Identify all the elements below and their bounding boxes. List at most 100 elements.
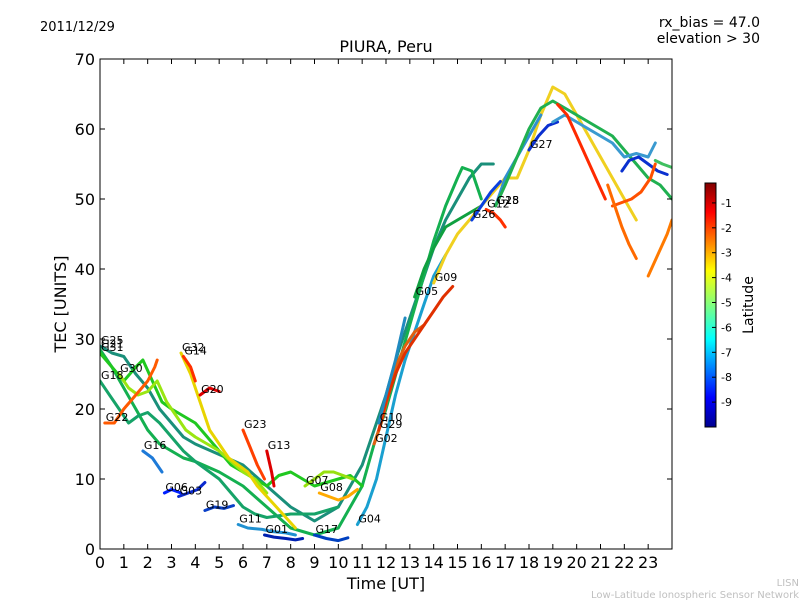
series-label-g06: G06: [165, 481, 188, 494]
series-line-unlabeled-36: [646, 218, 672, 278]
colorbar-tick-label: -1: [721, 197, 732, 210]
series-label-g19: G19: [206, 499, 229, 512]
x-tick-label: 21: [590, 553, 610, 572]
footer-network: Low-Latitude Ionospheric Sensor Network: [591, 590, 799, 600]
x-tick-label: 5: [214, 553, 224, 572]
colorbar-tick-label: -4: [721, 272, 732, 285]
colorbar: [704, 182, 717, 428]
series-line-g23: [241, 428, 266, 481]
x-tick-label: 16: [471, 553, 491, 572]
series-line-g19: [203, 504, 235, 512]
series-layer: [100, 85, 672, 543]
x-tick-label: 14: [423, 553, 443, 572]
rx-bias-label: rx_bias = 47.0: [659, 15, 760, 31]
y-tick-label: 20: [75, 400, 95, 419]
series-label-g27: G27: [530, 138, 553, 151]
x-tick-label: 19: [543, 553, 563, 572]
series-label-layer: G25G21G31G18G30G22G32G14G20G23G13G16G06G…: [101, 138, 553, 536]
series-line-g03: [177, 481, 207, 498]
colorbar-tick-label: -9: [721, 396, 732, 409]
y-tick-label: 0: [85, 540, 95, 559]
series-line-g18: [100, 379, 340, 519]
series-line-g30: [117, 372, 269, 495]
series-label-g23: G23: [244, 418, 267, 431]
series-label-g02: G02: [375, 432, 398, 445]
series-line-unlabeled-37: [653, 159, 672, 169]
series-line-g06: [162, 488, 183, 495]
series-label-g13: G13: [268, 439, 291, 452]
series-line-g04: [355, 253, 448, 526]
series-line-g11: [236, 523, 297, 537]
series-line-g09: [432, 85, 638, 285]
series-line-g20: [198, 386, 221, 397]
series-line-g25: [100, 162, 495, 523]
x-tick-label: 1: [119, 553, 129, 572]
series-label-g26: G26: [473, 208, 496, 221]
series-line-g14: [181, 355, 197, 383]
series-line-g16: [141, 449, 164, 474]
series-label-g32: G32: [182, 341, 205, 354]
x-tick-label: 13: [400, 553, 420, 572]
series-label-g30: G30: [120, 362, 143, 375]
series-label-g15: G15: [497, 194, 520, 207]
series-label-g04: G04: [358, 513, 381, 526]
series-line-g32: [179, 351, 297, 530]
series-line-g08: [317, 488, 359, 502]
series-label-g08: G08: [320, 481, 343, 494]
series-line-g21: [100, 166, 483, 537]
x-tick-label: 0: [95, 553, 105, 572]
series-label-g17: G17: [316, 523, 339, 536]
series-line-g17: [313, 533, 350, 543]
series-label-g09: G09: [435, 271, 458, 284]
x-tick-label: 4: [190, 553, 200, 572]
series-line-g05: [413, 204, 483, 299]
series-line-g29: [377, 285, 455, 432]
x-tick-label: 15: [447, 553, 467, 572]
series-label-g07: G07: [306, 474, 329, 487]
x-tick-label: 23: [638, 553, 658, 572]
series-line-g27: [527, 120, 560, 152]
series-label-g12: G12: [487, 198, 510, 211]
series-label-g28: G28: [497, 194, 520, 207]
series-label-g16: G16: [144, 439, 167, 452]
series-line-unlabeled-33: [556, 103, 607, 201]
series-label-g21: G21: [101, 338, 124, 351]
colorbar-label: Latitude: [741, 276, 757, 334]
x-tick-label: 17: [495, 553, 515, 572]
y-tick-label: 40: [75, 260, 95, 279]
colorbar-tick-label: -5: [721, 297, 732, 310]
x-tick-label: 8: [286, 553, 296, 572]
y-axis-label: TEC [UNITS]: [51, 256, 70, 354]
series-line-unlabeled-31: [551, 113, 657, 159]
x-axis-label: Time [UT]: [346, 574, 425, 593]
colorbar-tick-label: -2: [721, 222, 732, 235]
series-label-g29: G29: [380, 418, 403, 431]
series-line-unlabeled-32: [620, 155, 669, 176]
series-label-g18: G18: [101, 369, 124, 382]
series-line-g07: [303, 470, 355, 488]
x-tick-label: 10: [328, 553, 348, 572]
x-tick-label: 12: [376, 553, 396, 572]
series-label-g11: G11: [239, 513, 262, 526]
series-label-g03: G03: [180, 485, 203, 498]
series-line-g12: [484, 208, 507, 229]
elevation-label: elevation > 30: [657, 31, 760, 47]
series-label-g05: G05: [416, 285, 439, 298]
x-tick-label: 6: [238, 553, 248, 572]
series-line-g26: [470, 180, 502, 222]
series-line-g22: [103, 358, 159, 425]
x-tick-label: 9: [309, 553, 319, 572]
series-line-unlabeled-35: [606, 183, 638, 260]
footer-acronym: LISN: [777, 578, 799, 589]
y-tick-label: 30: [75, 330, 95, 349]
series-label-g22: G22: [106, 411, 129, 424]
colorbar-tick-label: -6: [721, 321, 732, 334]
series-label-g31: G31: [101, 341, 124, 354]
series-label-g01: G01: [266, 523, 289, 536]
series-line-unlabeled-34: [610, 162, 657, 208]
chart-title: PIURA, Peru: [339, 37, 432, 56]
series-line-g13: [265, 449, 276, 488]
colorbar-tick-label: -3: [721, 247, 732, 260]
tick-layer: 0 1 2 3 4 5 6 7 8 9 10 11 12 13 14 15 16 17 18 19 20 21 22 2301…: [75, 50, 672, 572]
